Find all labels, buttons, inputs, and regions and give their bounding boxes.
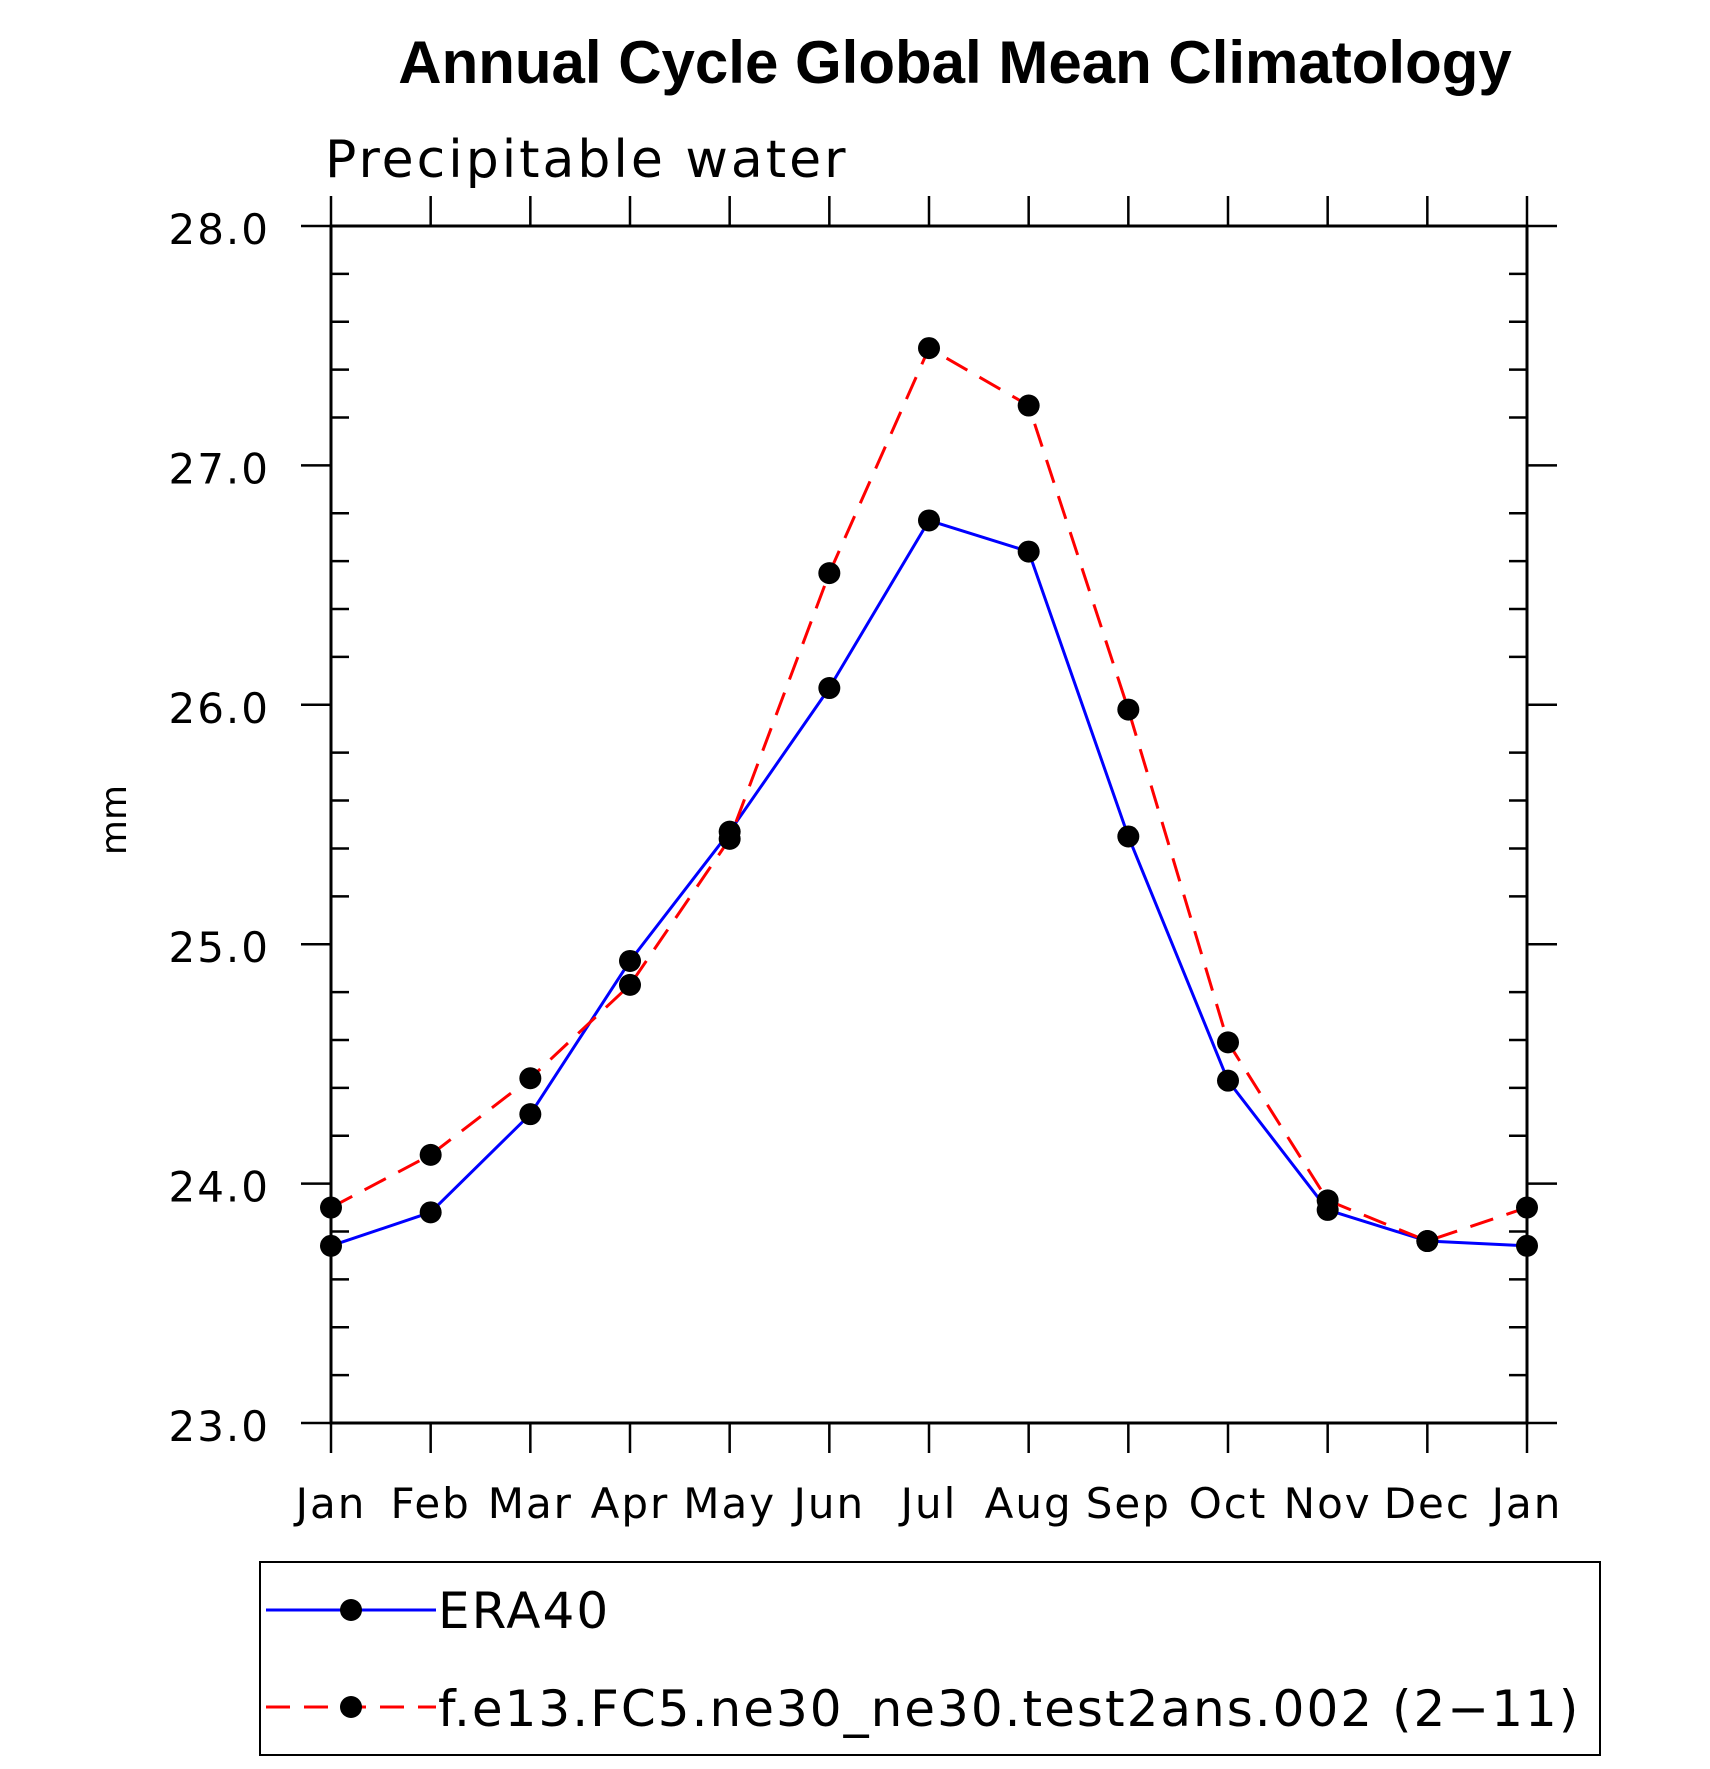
data-point-series-1 [1217,1031,1239,1054]
legend-entry-model: f.e13.FC5.ne30_ne30.test2ans.002 (2−11) [266,1680,1580,1738]
data-point-series-0 [818,677,841,700]
legend-box [259,1561,1601,1756]
y-axis-label: mm [94,785,135,855]
x-tick-label: Mar [488,1479,573,1528]
series-layer [320,337,1538,1257]
x-tick-label: Feb [390,1479,470,1528]
data-point-series-1 [1316,1189,1339,1212]
axis-ticks [301,196,1557,1453]
data-point-series-0 [1117,825,1140,848]
data-point-series-0 [1217,1069,1239,1092]
x-tick-label: Jun [791,1479,866,1528]
x-tick-label: Sep [1086,1479,1171,1528]
chart-title: Annual Cycle Global Mean Climatology [398,29,1512,96]
data-point-series-1 [1516,1196,1538,1219]
chart-subtitle: Precipitable water [325,130,849,190]
data-point-series-0 [1516,1234,1538,1257]
x-tick-labels: Jan Feb Mar Apr May Jun Jul Aug Sep Oct Nov Dec Jan [293,1479,1563,1528]
data-point-series-1 [519,1067,542,1090]
data-point-series-0 [419,1201,442,1224]
data-point-series-1 [1416,1230,1439,1253]
data-point-series-1 [718,827,741,850]
x-tick-label: Apr [591,1479,670,1528]
y-tick-label: 27.0 [168,444,270,493]
data-point-series-1 [1117,698,1140,721]
x-tick-label: Jan [293,1479,367,1528]
x-tick-label: Jul [898,1479,958,1528]
data-point-series-1 [320,1196,342,1219]
x-tick-label: Jan [1489,1479,1563,1528]
data-point-series-0 [918,509,940,532]
data-point-series-0 [619,949,641,972]
series-line-0 [330,518,1528,1248]
x-tick-label: Oct [1189,1479,1268,1528]
data-point-series-1 [818,562,841,585]
x-tick-label: Aug [985,1479,1073,1528]
legend-marker-model [340,1696,362,1718]
legend-marker-era40 [340,1599,362,1621]
data-point-series-1 [419,1143,442,1166]
data-point-series-1 [1017,394,1040,417]
legend: ERA40 f.e13.FC5.ne30_ne30.test2ans.002 (… [259,1561,1601,1756]
data-point-series-0 [1017,540,1040,563]
x-tick-label: May [683,1479,776,1528]
y-tick-label: 23.0 [168,1402,270,1451]
y-tick-labels: 23.0 24.0 25.0 26.0 27.0 28.0 [168,205,270,1451]
x-tick-label: Nov [1284,1479,1372,1528]
data-point-series-1 [619,973,641,996]
y-tick-label: 26.0 [168,684,270,733]
data-point-series-0 [320,1234,342,1257]
plot-frame [329,224,1529,1425]
y-tick-label: 24.0 [168,1163,270,1212]
legend-label-era40: ERA40 [438,1582,610,1640]
y-tick-label: 28.0 [168,205,270,254]
legend-entry-era40: ERA40 [266,1582,610,1640]
x-tick-label: Dec [1384,1479,1471,1528]
data-point-series-0 [519,1103,542,1126]
series-line-1 [330,346,1528,1243]
data-point-series-1 [918,337,940,360]
legend-label-model: f.e13.FC5.ne30_ne30.test2ans.002 (2−11) [438,1680,1580,1738]
y-tick-label: 25.0 [168,923,270,972]
